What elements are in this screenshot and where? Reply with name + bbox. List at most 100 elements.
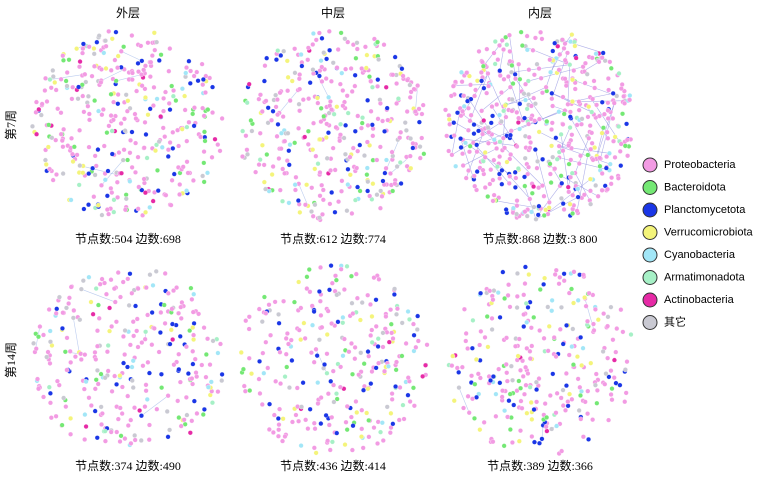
node: [55, 106, 61, 112]
node: [463, 175, 469, 181]
node: [332, 209, 338, 215]
node: [501, 47, 506, 52]
node: [175, 127, 181, 133]
node: [532, 147, 538, 153]
node: [324, 56, 330, 62]
node: [362, 153, 367, 159]
node: [489, 315, 495, 321]
node: [189, 376, 195, 381]
node: [482, 154, 488, 160]
node: [324, 370, 330, 376]
node: [58, 76, 64, 82]
node: [311, 309, 317, 314]
legend-swatch: [642, 270, 658, 285]
node: [554, 390, 560, 396]
node: [67, 348, 73, 354]
node: [122, 207, 128, 213]
node: [120, 157, 126, 163]
node: [541, 281, 547, 287]
node: [176, 310, 182, 316]
node: [617, 148, 623, 154]
node: [349, 89, 355, 94]
node: [574, 122, 580, 128]
node: [319, 324, 325, 330]
node: [367, 193, 373, 199]
node: [129, 364, 135, 370]
network: [30, 28, 225, 218]
node: [623, 390, 629, 396]
node: [321, 113, 327, 119]
node: [605, 135, 611, 141]
node: [313, 450, 319, 456]
node: [283, 351, 289, 357]
node: [586, 290, 592, 296]
node: [415, 313, 421, 319]
node: [86, 274, 92, 280]
node: [388, 321, 394, 327]
node: [48, 339, 53, 345]
node: [285, 130, 291, 136]
node: [394, 306, 400, 312]
node: [68, 415, 74, 421]
node: [134, 328, 140, 334]
node: [152, 47, 158, 53]
node: [625, 153, 631, 159]
node: [503, 361, 509, 367]
node: [522, 209, 528, 215]
node: [349, 447, 355, 453]
node: [108, 429, 114, 435]
node: [443, 107, 448, 113]
node: [583, 303, 589, 309]
node: [273, 378, 279, 384]
node: [315, 95, 320, 101]
node: [71, 144, 77, 150]
edge: [458, 387, 470, 413]
node: [592, 85, 598, 91]
column-title: 中层: [321, 5, 345, 20]
node: [350, 145, 356, 151]
node: [546, 199, 552, 205]
node: [616, 71, 622, 76]
node: [394, 101, 400, 106]
node: [89, 73, 95, 79]
node: [478, 69, 484, 75]
node: [526, 121, 532, 127]
node: [482, 334, 488, 340]
node: [311, 445, 317, 451]
node: [497, 154, 503, 160]
node: [139, 187, 145, 193]
node: [345, 166, 351, 172]
node: [618, 163, 624, 169]
node: [558, 395, 564, 401]
node: [317, 136, 323, 142]
node: [44, 354, 50, 360]
node: [33, 346, 39, 352]
node: [141, 67, 147, 73]
node: [552, 166, 558, 172]
node: [364, 52, 370, 58]
edge: [101, 69, 125, 81]
node: [364, 410, 370, 416]
node: [300, 97, 306, 103]
node: [559, 180, 565, 186]
node: [137, 408, 143, 413]
node: [468, 82, 473, 88]
node: [408, 89, 414, 95]
node: [171, 171, 177, 177]
node: [466, 168, 471, 174]
node: [591, 78, 597, 84]
node: [154, 39, 160, 45]
node: [480, 158, 486, 164]
node: [572, 86, 578, 92]
node: [614, 93, 620, 99]
node: [178, 315, 184, 321]
node: [352, 344, 358, 350]
node: [171, 362, 177, 368]
node: [163, 192, 169, 198]
node: [310, 31, 316, 36]
node: [416, 119, 422, 125]
node: [184, 159, 190, 165]
node: [484, 46, 490, 52]
node: [579, 121, 584, 127]
node: [370, 181, 376, 187]
